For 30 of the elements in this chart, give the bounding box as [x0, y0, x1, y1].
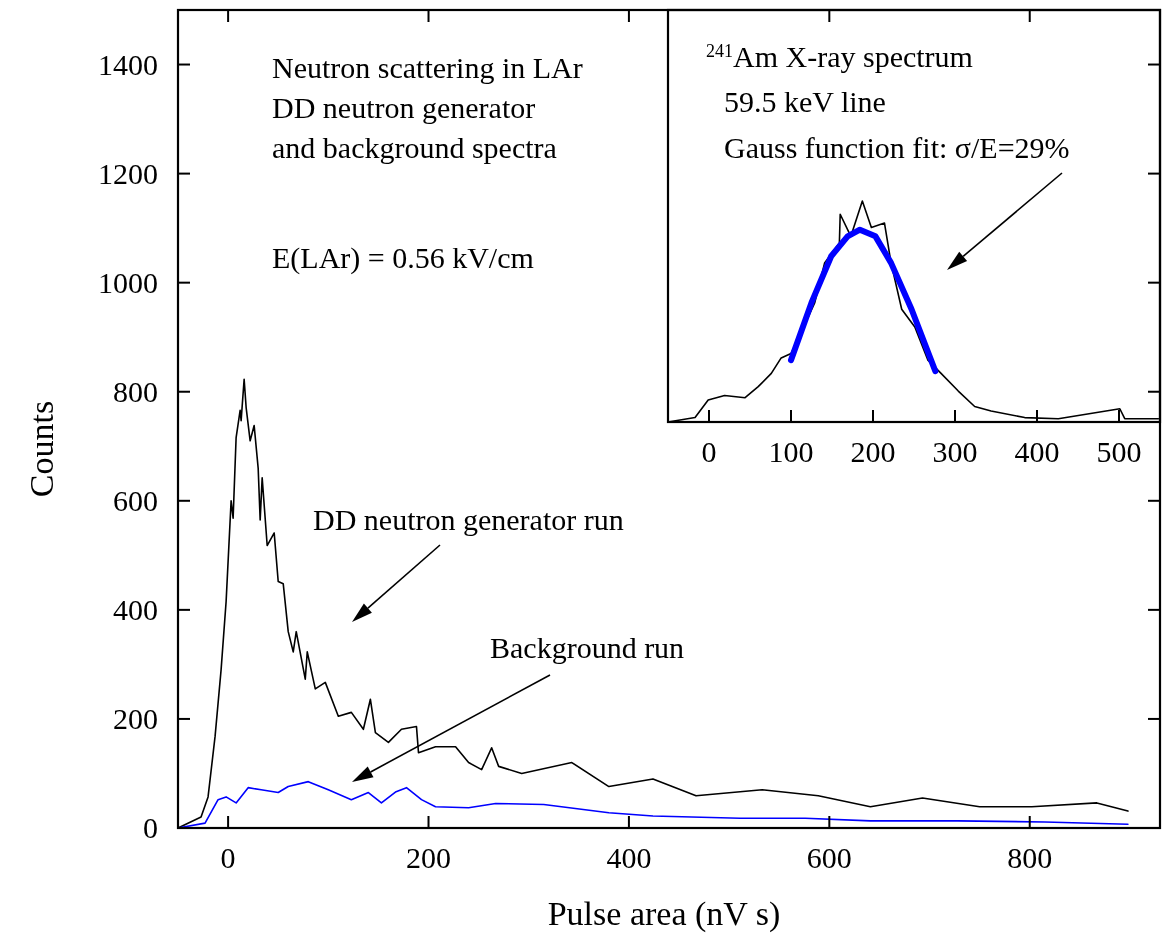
y-tick-label: 200 — [113, 701, 158, 735]
annotation: Neutron scattering in LAr — [272, 51, 583, 84]
x-tick-label: 400 — [1014, 435, 1060, 468]
annotation: Background run — [490, 631, 685, 664]
x-tick-label: 100 — [768, 435, 814, 468]
y-tick-label: 600 — [113, 483, 158, 517]
x-tick-label: 800 — [1007, 841, 1053, 874]
annotation: DD neutron generator run — [313, 503, 624, 536]
annotation: Gauss function fit: σ/E=29% — [724, 131, 1070, 164]
x-tick-label: 300 — [932, 435, 978, 468]
x-axis-title: Pulse area (nV s) — [547, 895, 781, 933]
y-axis-title: Counts — [23, 400, 60, 498]
y-tick-label: 400 — [113, 592, 158, 626]
y-tick-label: 1200 — [98, 156, 158, 190]
annotation: $^{241}$Am X-ray spectrum — [706, 40, 973, 73]
y-tick-label: 1000 — [98, 265, 158, 299]
annotation: E(LAr) = 0.56 kV/cm — [272, 241, 534, 275]
x-tick-label: 500 — [1096, 435, 1142, 468]
annotation: and background spectra — [272, 131, 557, 164]
y-tick-label: 1400 — [98, 47, 158, 81]
annotation: 59.5 keV line — [724, 85, 886, 118]
x-tick-label: 0 — [220, 841, 236, 874]
y-tick-label: 0 — [143, 811, 158, 844]
annotation: DD neutron generator — [272, 91, 536, 124]
x-tick-label: 200 — [406, 841, 452, 874]
x-tick-label: 0 — [701, 435, 717, 468]
x-tick-label: 600 — [806, 841, 852, 874]
x-tick-label: 400 — [606, 841, 652, 874]
y-tick-label: 800 — [113, 374, 158, 408]
x-tick-label: 200 — [850, 435, 896, 468]
